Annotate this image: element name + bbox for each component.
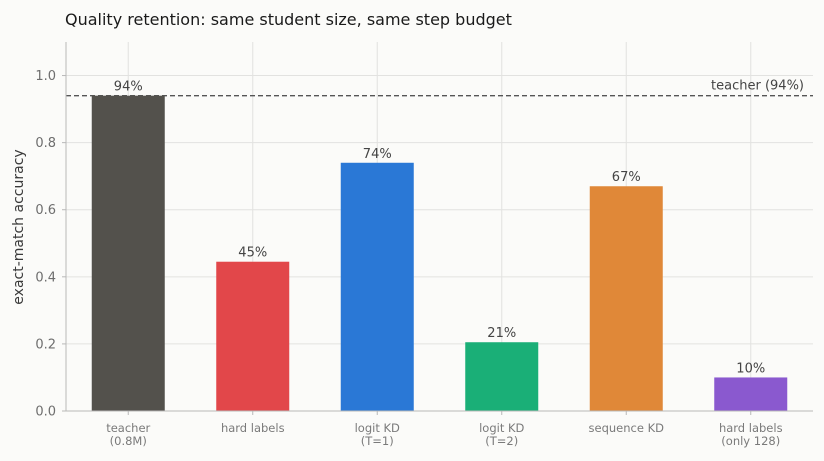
- y-tick-label: 0.8: [35, 136, 56, 151]
- x-tick-label: teacher (0.8M): [106, 421, 150, 448]
- x-tick-label: sequence KD: [589, 421, 665, 435]
- data-label: 10%: [736, 361, 765, 376]
- bar: [589, 186, 663, 411]
- teacher-reference: teacher (94%): [66, 79, 813, 97]
- bar: [340, 162, 414, 411]
- grid: [66, 42, 813, 412]
- x-tick-labels: teacher (0.8M) hard labels logit KD (T=1) log…: [106, 421, 782, 448]
- y-axis-label: exact-match accuracy: [11, 149, 27, 304]
- bar: [216, 261, 290, 411]
- bar: [465, 342, 539, 411]
- data-labels: 94% 45% 74% 21% 67% 10%: [114, 80, 765, 377]
- y-tick-labels: 0.0 0.2 0.4 0.6 0.8 1.0: [35, 69, 56, 419]
- y-tick-label: 0.2: [35, 337, 56, 352]
- axes: [62, 42, 813, 415]
- y-tick-label: 0.6: [35, 203, 56, 218]
- bars: [91, 95, 788, 411]
- teacher-reference-label: teacher (94%): [711, 79, 804, 94]
- y-tick-label: 0.0: [35, 405, 56, 420]
- x-tick-label: logit KD (T=1): [355, 421, 400, 448]
- data-label: 74%: [363, 147, 392, 162]
- y-tick-label: 1.0: [35, 69, 56, 84]
- chart-title: Quality retention: same student size, sa…: [65, 10, 512, 29]
- data-label: 94%: [114, 80, 143, 95]
- data-label: 45%: [238, 246, 267, 261]
- x-tick-label: logit KD (T=2): [479, 421, 524, 448]
- x-tick-label: hard labels (only 128): [719, 421, 783, 448]
- bar: [91, 95, 165, 411]
- x-tick-label: hard labels: [221, 421, 285, 435]
- y-tick-label: 0.4: [35, 270, 56, 285]
- data-label: 67%: [612, 170, 641, 185]
- bar: [714, 377, 788, 411]
- data-label: 21%: [487, 326, 516, 341]
